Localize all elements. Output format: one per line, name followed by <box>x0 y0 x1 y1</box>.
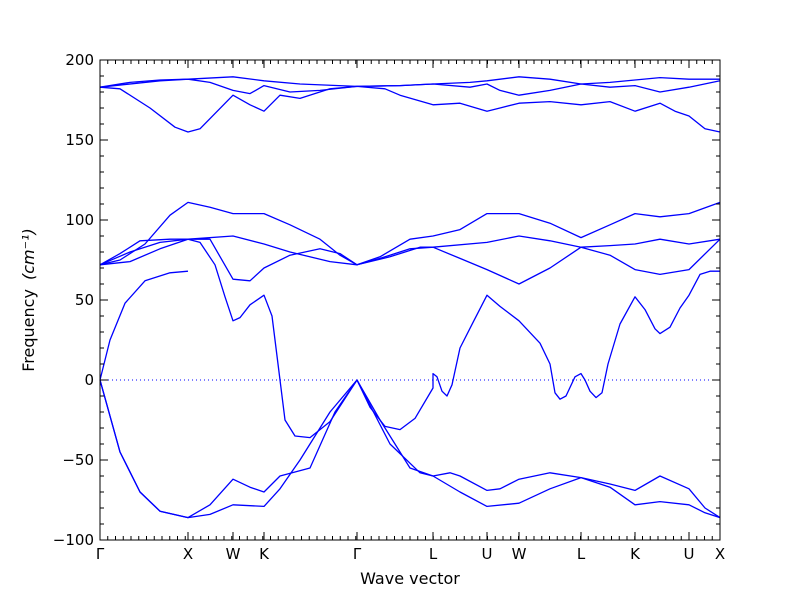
band-line-7 <box>99 238 720 439</box>
x-tick-label: X <box>183 545 193 563</box>
x-tick-label: X <box>715 545 725 563</box>
band-line-10 <box>99 379 721 519</box>
band-line-1 <box>99 76 720 88</box>
x-tick-label: Γ <box>96 545 105 563</box>
band-line-3 <box>99 78 721 96</box>
x-axis-label: Wave vector <box>360 569 460 588</box>
x-tick-label: U <box>482 545 493 563</box>
y-tick-label: 50 <box>75 291 94 309</box>
y-tick-label: −100 <box>53 531 94 549</box>
y-tick-label: 200 <box>65 51 94 69</box>
x-tick-label: K <box>259 545 270 563</box>
x-tick-label: K <box>630 545 641 563</box>
y-tick-label: 150 <box>65 131 94 149</box>
band-line-9 <box>99 379 721 519</box>
x-tick-label: Γ <box>353 545 362 563</box>
band-line-2 <box>99 85 721 133</box>
band-line-6 <box>99 238 721 285</box>
x-tick-label: L <box>577 545 586 563</box>
y-tick-label: 100 <box>65 211 94 229</box>
x-tick-label: L <box>429 545 438 563</box>
y-axis-label: Frequency (cm⁻¹) <box>19 228 38 371</box>
x-tick-label: U <box>684 545 695 563</box>
band-line-5 <box>99 235 721 266</box>
y-axis-label-text: Frequency <box>19 289 38 372</box>
y-axis-label-unit: (cm⁻¹) <box>19 228 38 280</box>
band-line-8 <box>99 270 189 381</box>
plot-layer <box>99 76 721 519</box>
band-line-4 <box>99 201 721 266</box>
y-tick-label: 0 <box>84 371 94 389</box>
x-tick-label: W <box>226 545 241 563</box>
y-tick-label: −50 <box>62 451 94 469</box>
x-tick-label: W <box>512 545 527 563</box>
